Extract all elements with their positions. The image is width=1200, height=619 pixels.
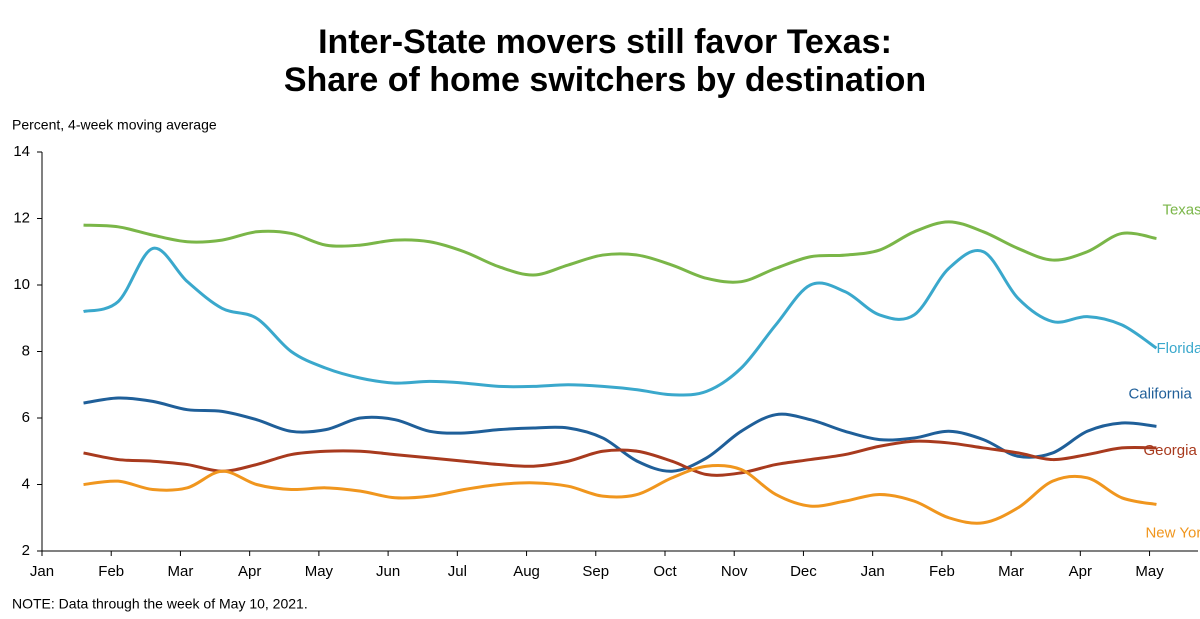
x-tick-label: Feb [98,563,124,580]
legend-label: Texas [1162,201,1200,218]
x-tick-label: Dec [790,563,817,580]
chart-title: Share of home switchers by destination [284,61,926,99]
x-tick-label: Oct [653,563,677,580]
x-tick-label: May [305,563,334,580]
series-line [83,246,1158,397]
legend-label: California [1128,385,1192,402]
series-line [83,220,1157,284]
y-axis-label: Percent, 4-week moving average [12,117,217,133]
chart-title: Inter-State movers still favor Texas: [318,23,892,61]
series-line [83,396,1157,473]
x-tick-label: Jun [376,563,400,580]
y-tick-label: 14 [13,143,30,160]
x-tick-label: Mar [168,563,194,580]
x-tick-label: Mar [998,563,1024,580]
y-tick-label: 8 [22,342,30,359]
x-tick-label: Jan [861,563,885,580]
series-line [83,439,1157,477]
note: NOTE: Data through the week of May 10, 2… [12,596,308,612]
x-tick-label: Aug [513,563,540,580]
y-tick-label: 2 [22,542,30,559]
y-tick-label: 4 [22,475,30,492]
series-line [83,463,1157,525]
x-tick-label: Apr [238,563,261,580]
y-tick-label: 10 [13,276,30,293]
x-tick-label: Jul [448,563,467,580]
x-tick-label: Apr [1069,563,1092,580]
x-tick-label: Sep [582,563,609,580]
legend-label: Georgia [1143,442,1197,459]
legend-label: New York [1145,524,1200,541]
x-tick-label: Jan [30,563,54,580]
x-tick-label: Nov [721,563,748,580]
y-tick-label: 12 [13,209,30,226]
legend-label: Florida [1156,340,1200,357]
x-tick-label: Feb [929,563,955,580]
x-tick-label: May [1135,563,1164,580]
y-tick-label: 6 [22,409,30,426]
